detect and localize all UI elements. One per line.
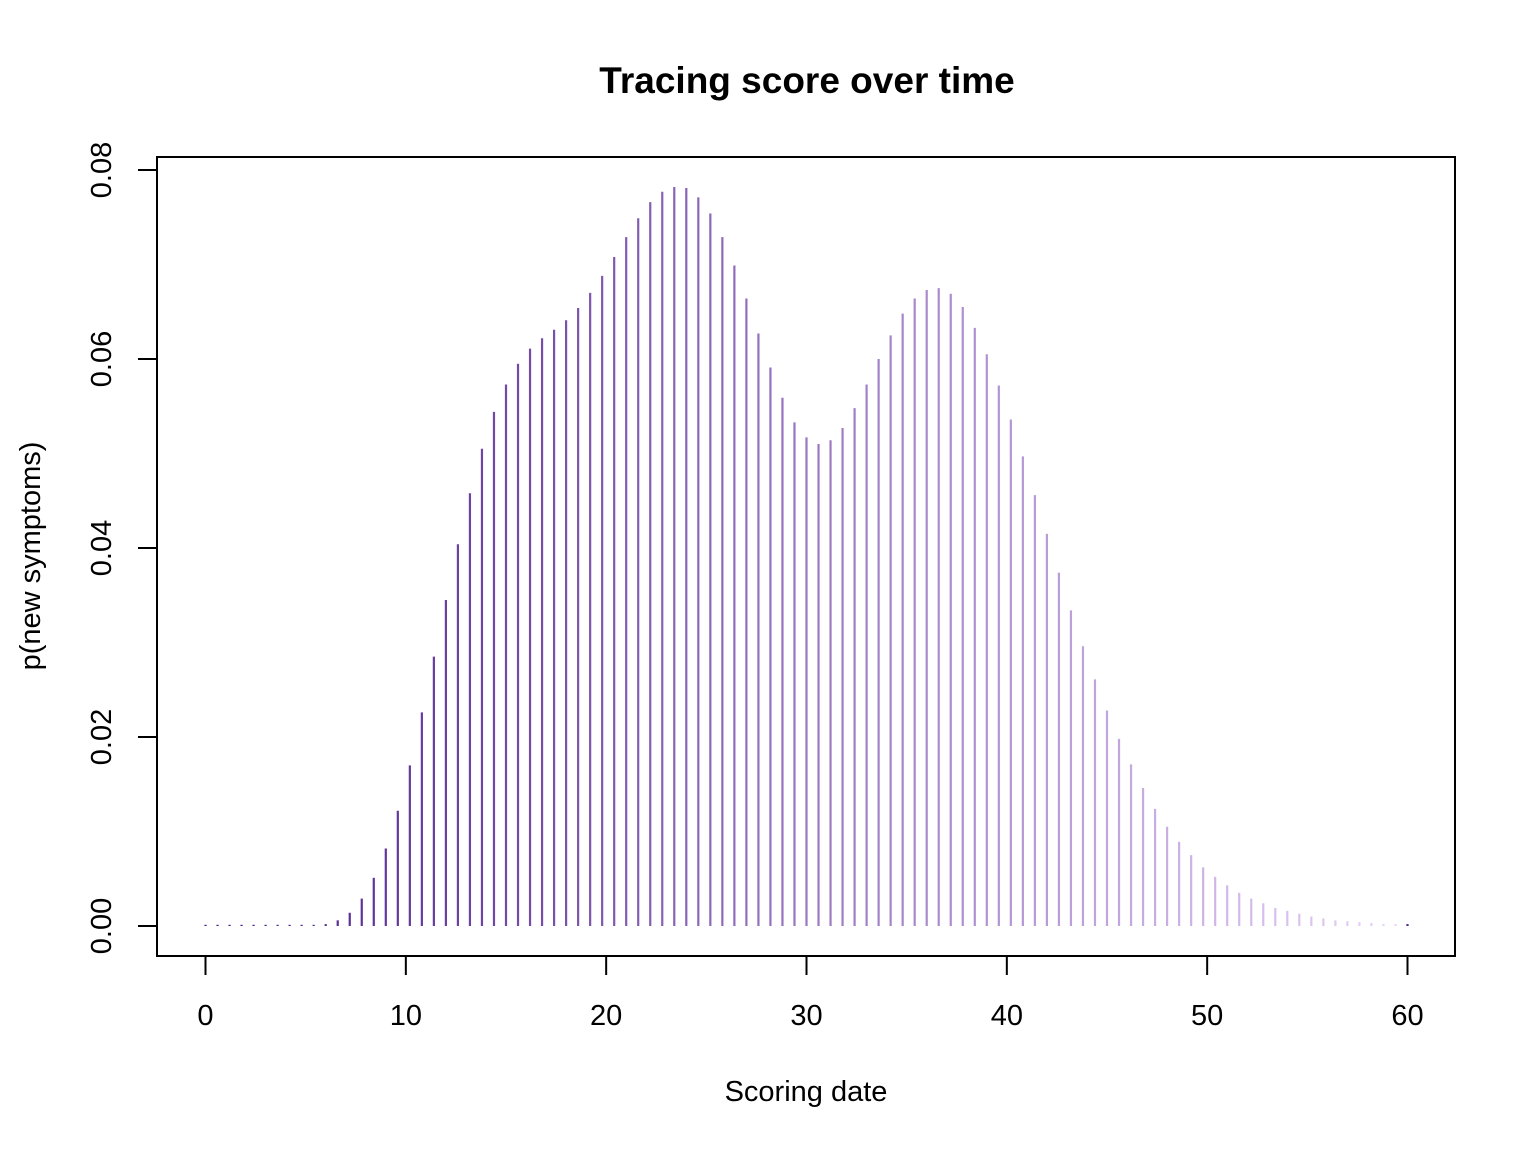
chart-title: Tracing score over time [599, 60, 1014, 101]
x-tick-label: 60 [1391, 1000, 1423, 1032]
y-tick-label: 0.02 [86, 709, 118, 765]
x-tick-label: 30 [790, 1000, 822, 1032]
x-tick-label: 10 [390, 1000, 422, 1032]
y-tick-label: 0.06 [86, 331, 118, 387]
x-tick-label: 50 [1191, 1000, 1223, 1032]
y-axis: 0.00 0.02 0.04 0.06 0.08 [86, 142, 158, 954]
y-axis-label: p(new symptoms) [15, 442, 47, 671]
bars-group [204, 187, 1409, 926]
x-tick-label: 40 [991, 1000, 1023, 1032]
x-tick-label: 20 [590, 1000, 622, 1032]
y-tick-label: 0.04 [86, 520, 118, 576]
x-axis-label: Scoring date [725, 1076, 888, 1108]
y-tick-label: 0.08 [86, 142, 118, 198]
y-tick-label: 0.00 [86, 898, 118, 954]
x-tick-label: 0 [197, 1000, 213, 1032]
x-axis: 0 10 20 30 40 50 60 [197, 955, 1424, 1032]
